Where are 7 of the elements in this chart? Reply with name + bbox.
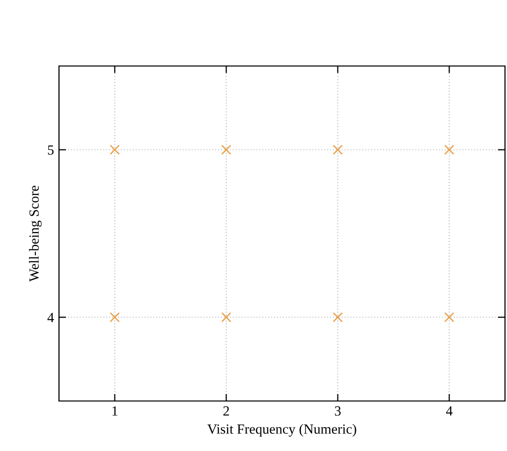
- x-tick-label: 4: [446, 406, 453, 416]
- x-tick-label: 2: [223, 406, 229, 416]
- x-axis-title: Visit Frequency (Numeric): [207, 424, 356, 437]
- y-axis-title: Well-being Score: [29, 186, 42, 282]
- x-tick-label: 1: [112, 406, 118, 416]
- y-tick-label: 5: [48, 145, 54, 155]
- x-tick-label: 3: [334, 406, 341, 416]
